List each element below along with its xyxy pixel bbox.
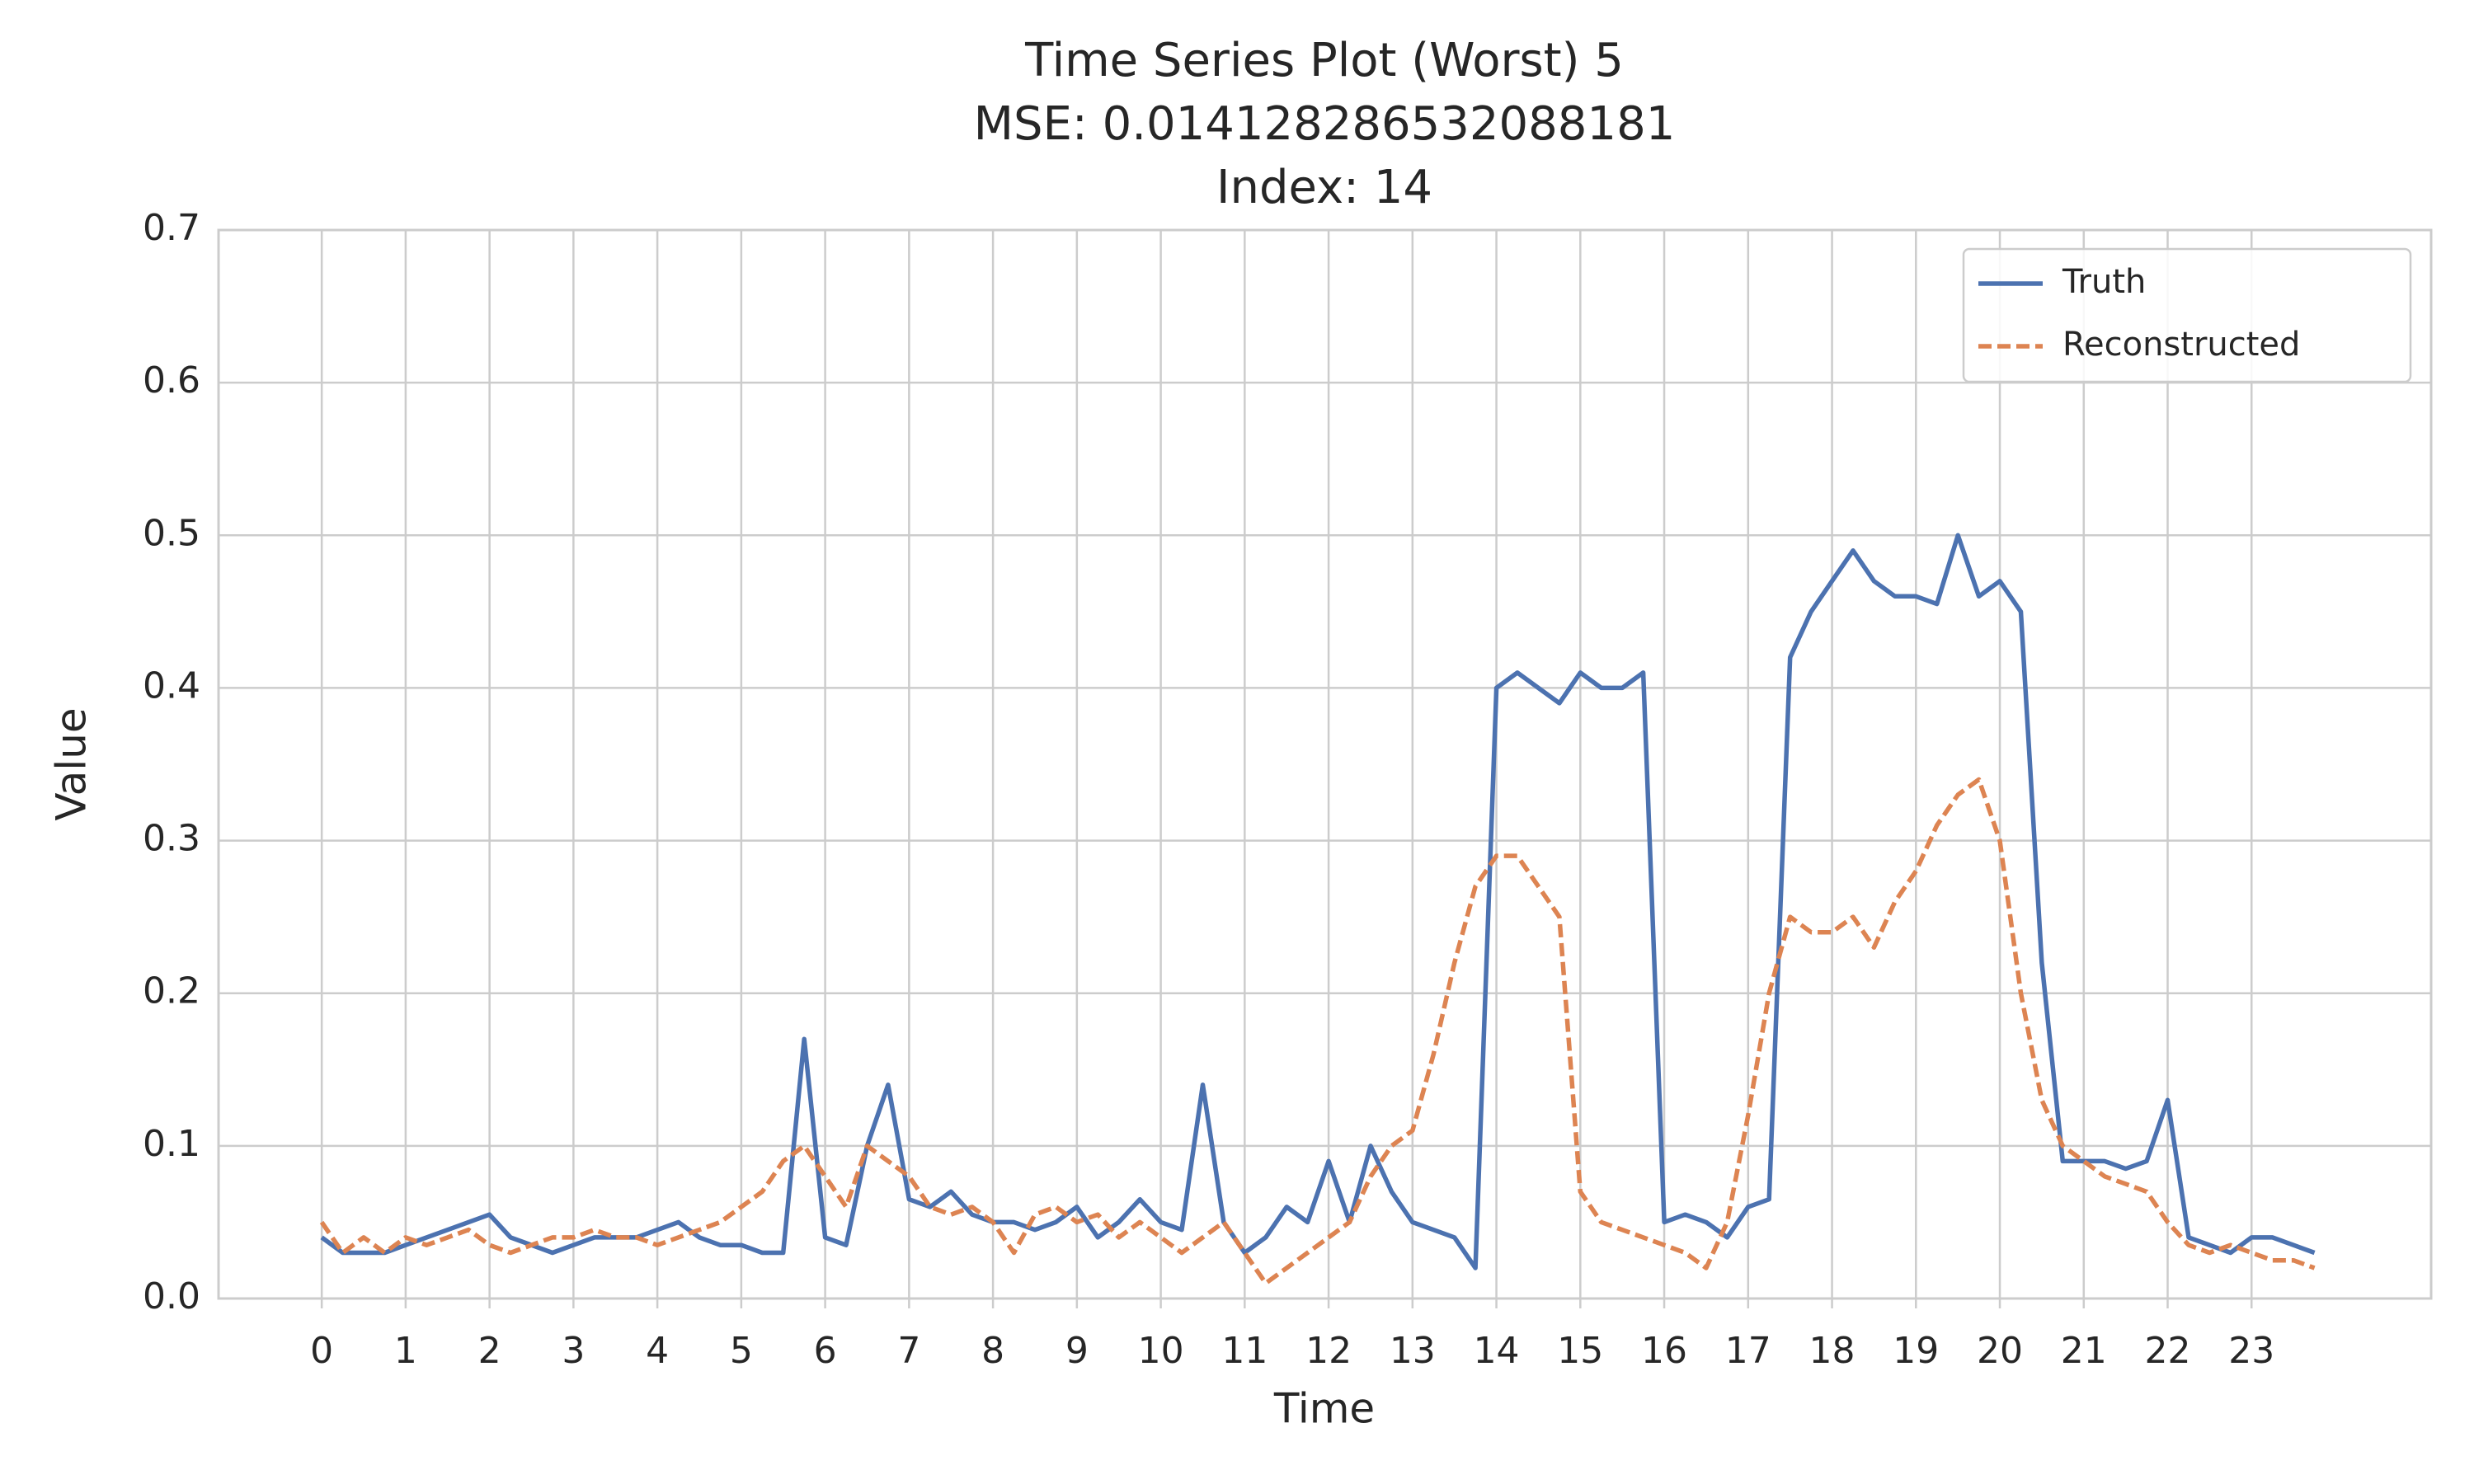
y-tick-label: 0.7 [143, 207, 200, 249]
series-line [319, 777, 2316, 1286]
x-tick-label: 8 [981, 1330, 1004, 1372]
chart-subtitle: MSE: 0.014128286532088181 [974, 97, 1676, 151]
x-tick-label: 20 [1977, 1330, 2023, 1372]
plot-frame [217, 228, 2433, 1300]
y-tick-label: 0.5 [143, 512, 200, 554]
x-tick-label: 9 [1065, 1330, 1089, 1372]
x-tick-label: 21 [2061, 1330, 2107, 1372]
x-tick-label: 4 [646, 1330, 669, 1372]
legend-label: Truth [2062, 263, 2146, 301]
x-tick-label: 17 [1725, 1330, 1771, 1372]
legend-label: Reconstructed [2062, 326, 2300, 364]
x-tick-label: 1 [394, 1330, 417, 1372]
x-tick-label: 16 [1641, 1330, 1687, 1372]
chart-title: Time Series Plot (Worst) 5 [1024, 34, 1624, 87]
series-line [320, 533, 2316, 1270]
x-tick-label: 7 [897, 1330, 920, 1372]
y-tick-label: 0.3 [143, 818, 200, 860]
y-tick-label: 0.4 [143, 665, 200, 707]
x-tick-label: 0 [310, 1330, 333, 1372]
y-tick-label: 0.0 [143, 1275, 200, 1317]
x-tick-label: 23 [2228, 1330, 2274, 1372]
x-tick-label: 15 [1557, 1330, 1603, 1372]
x-tick-label: 14 [1474, 1330, 1520, 1372]
chart-subtitle: Index: 14 [1216, 161, 1432, 214]
x-tick-label: 5 [730, 1330, 753, 1372]
x-axis-label: Time [1273, 1385, 1375, 1433]
x-tick-label: 18 [1809, 1330, 1856, 1372]
x-tick-label: 19 [1893, 1330, 1939, 1372]
y-tick-label: 0.2 [143, 970, 200, 1012]
x-tick-label: 13 [1390, 1330, 1436, 1372]
x-tick-label: 12 [1305, 1330, 1352, 1372]
y-tick-label: 0.6 [143, 359, 200, 402]
y-tick-label: 0.1 [143, 1123, 200, 1165]
x-tick-label: 10 [1138, 1330, 1184, 1372]
legend-box [1962, 247, 2412, 383]
x-tick-label: 2 [478, 1330, 501, 1372]
x-tick-label: 6 [814, 1330, 837, 1372]
x-tick-label: 22 [2145, 1330, 2191, 1372]
y-axis-label: Value [48, 707, 96, 820]
x-tick-label: 11 [1221, 1330, 1268, 1372]
x-tick-label: 3 [562, 1330, 585, 1372]
